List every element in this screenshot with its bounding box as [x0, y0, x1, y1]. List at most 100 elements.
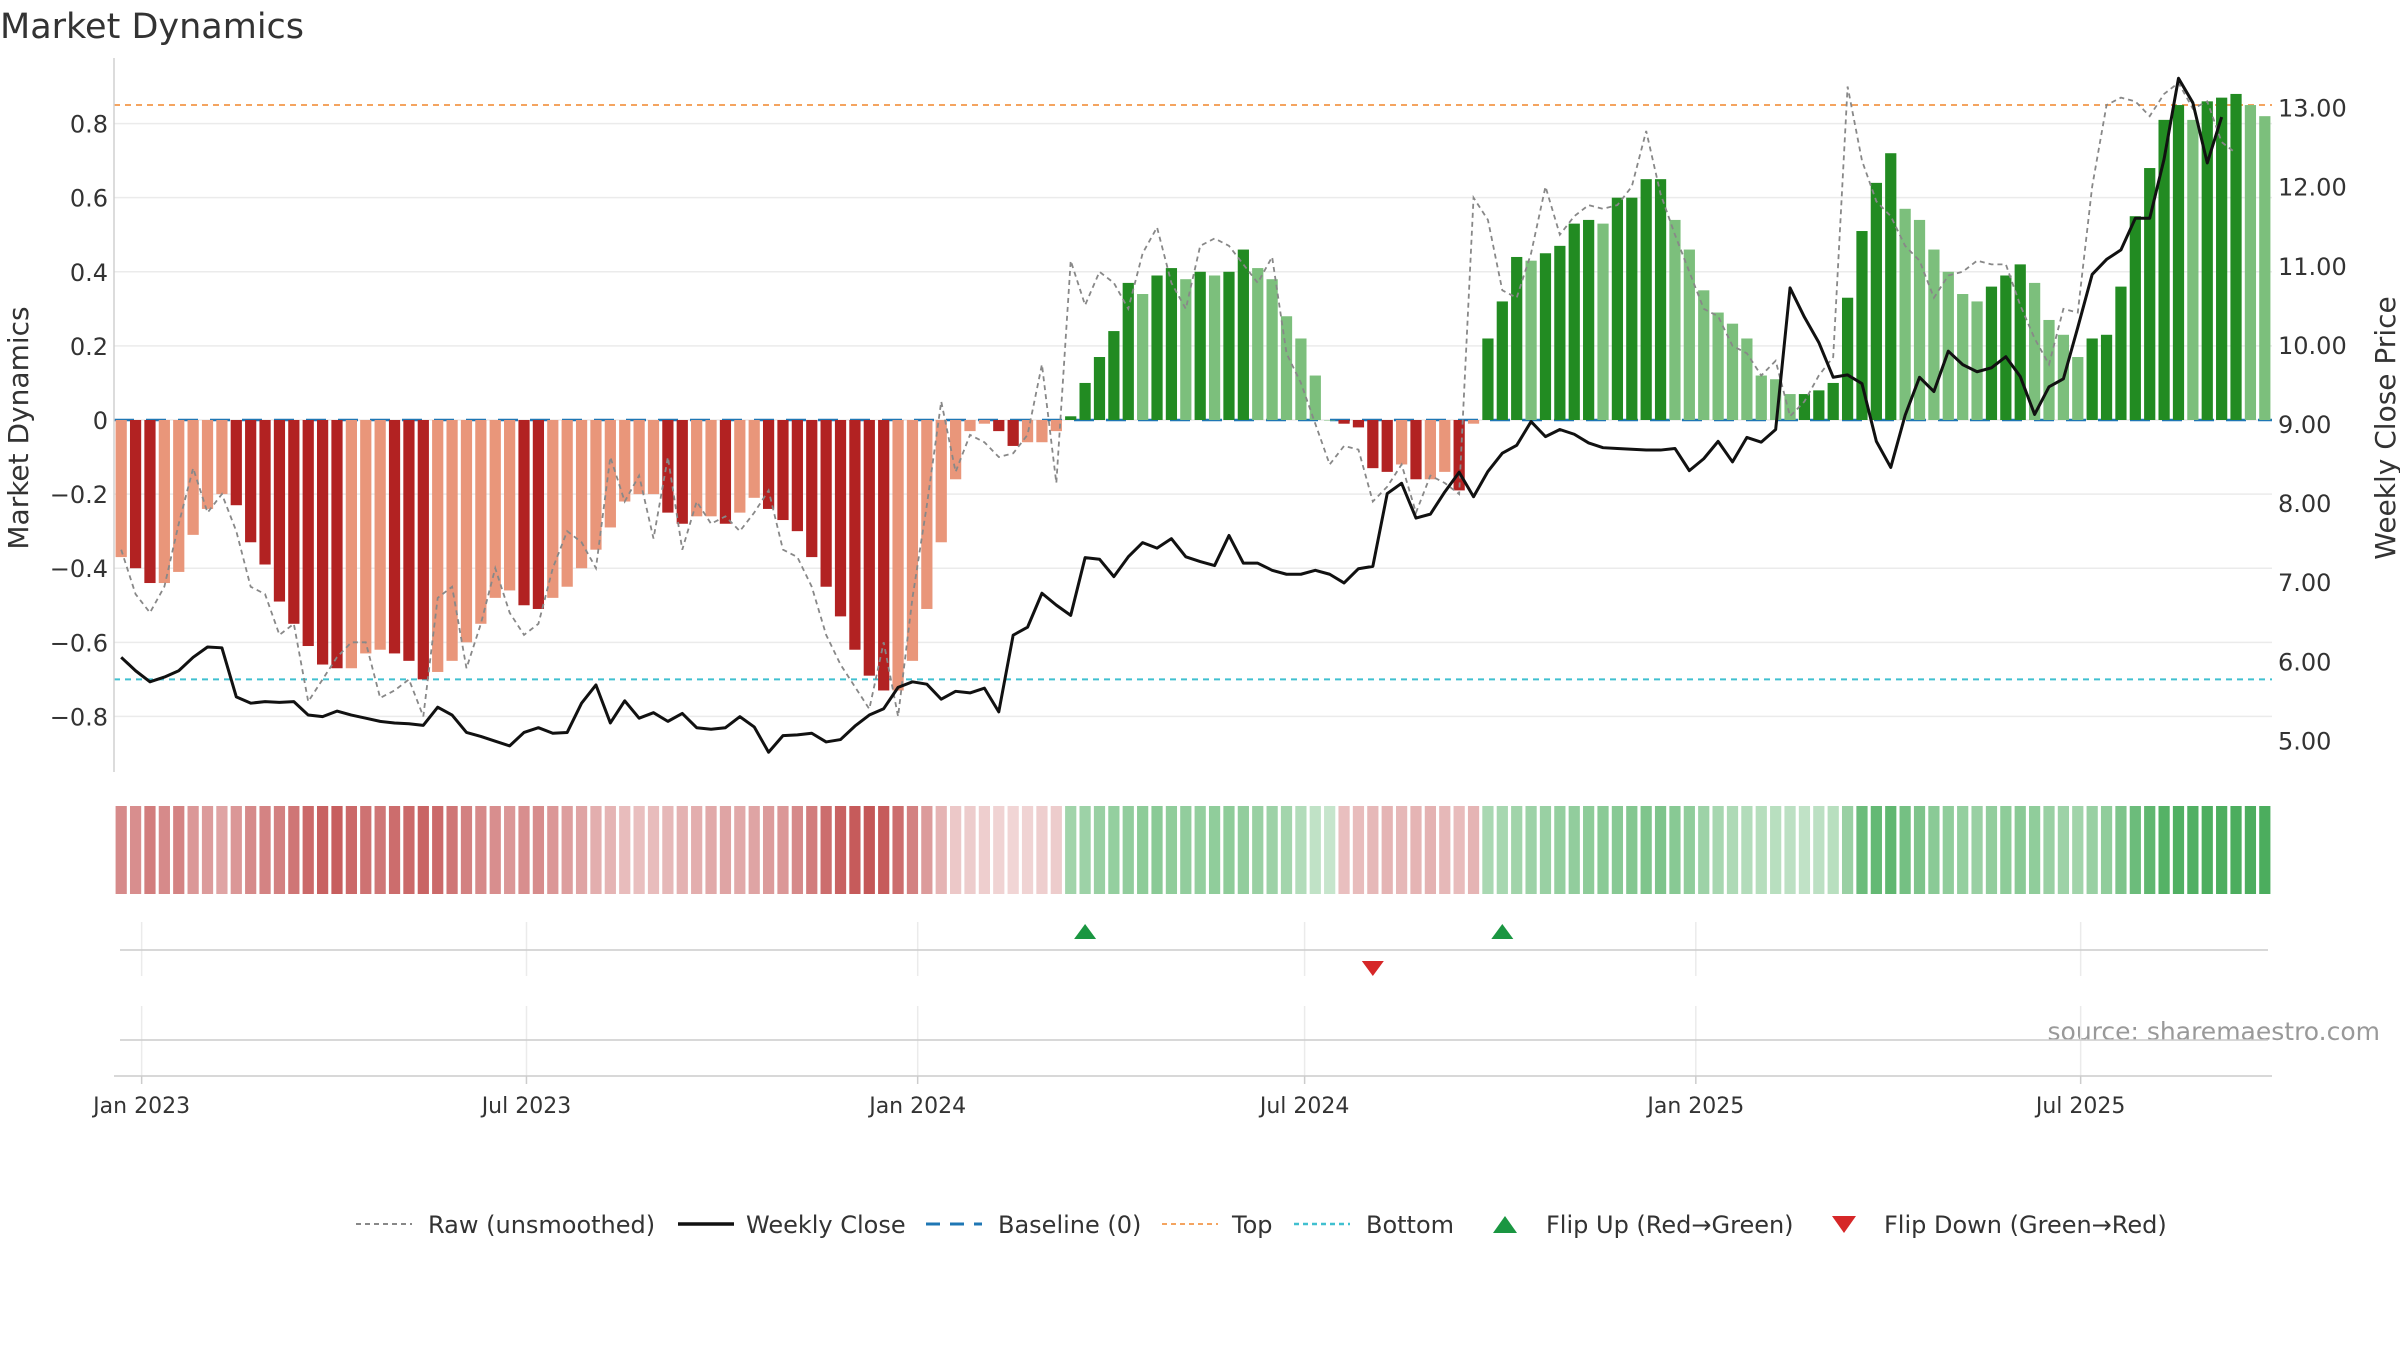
strength-cell [2158, 806, 2170, 894]
strength-cell [1295, 806, 1307, 894]
dynamics-bar [921, 420, 933, 609]
dynamics-bar [1381, 420, 1393, 472]
dynamics-bar [1324, 420, 1336, 421]
legend-label-baseline: Baseline (0) [998, 1211, 1141, 1239]
strength-cell [532, 806, 545, 894]
strength-cell [245, 806, 257, 894]
strength-cell [2000, 806, 2012, 894]
strength-cell [201, 806, 214, 894]
strength-cell [1698, 806, 1710, 894]
dynamics-bar [518, 420, 530, 606]
strength-cell [1266, 806, 1278, 894]
strength-cell [1525, 806, 1537, 894]
strength-cell [2129, 806, 2141, 894]
strength-cell [993, 806, 1005, 894]
dynamics-bar [201, 420, 214, 509]
strength-cell [1165, 806, 1178, 894]
x-axis: Jan 2023 Jul 2023 Jan 2024 Jul 2024 Jan 2025… [91, 1006, 2272, 1119]
y-tick-left: −0.8 [50, 703, 108, 731]
y-tick-right: 13.00 [2278, 95, 2347, 123]
dynamics-bar [1065, 416, 1077, 420]
strength-cell [288, 806, 300, 894]
strength-cell [1611, 806, 1624, 894]
strength-cell [1252, 806, 1264, 894]
dynamics-bar [2244, 105, 2257, 420]
strength-cell [1352, 806, 1365, 894]
dynamics-bar [950, 420, 962, 480]
dynamics-bar [1741, 338, 1753, 420]
strength-cell [964, 806, 976, 894]
strength-cell [518, 806, 530, 894]
strength-cell [273, 806, 286, 894]
strength-cell [1827, 806, 1839, 894]
dynamics-bar [662, 420, 674, 513]
dynamics-bar [604, 420, 616, 528]
reference-lines [114, 104, 2272, 681]
strength-cell [1065, 806, 1077, 894]
dynamics-bar [331, 420, 343, 669]
dynamics-bar [1496, 301, 1508, 420]
dynamics-bar [978, 420, 991, 424]
dynamics-bar [1928, 249, 1940, 420]
strength-cell [619, 806, 631, 894]
y-tick-right: 7.00 [2278, 569, 2331, 597]
dynamics-bar [849, 420, 861, 650]
dynamics-bar [820, 420, 832, 587]
strength-cell [1482, 806, 1494, 894]
strength-cell [1180, 806, 1192, 894]
strength-cell [1223, 806, 1235, 894]
strength-cell [129, 806, 142, 894]
strength-cell [403, 806, 415, 894]
legend-swatch-flip-up [1493, 1216, 1517, 1233]
dynamics-bar [1424, 420, 1436, 480]
dynamics-bar [1611, 197, 1624, 420]
y-tick-right: 9.00 [2278, 411, 2331, 439]
dynamics-bar [316, 420, 329, 665]
dynamics-bar [762, 420, 775, 509]
dynamics-bar [1784, 394, 1796, 420]
dynamics-bar [1683, 249, 1695, 420]
strength-cell [1108, 806, 1120, 894]
dynamics-bar [1525, 260, 1537, 420]
dynamics-bar [1482, 338, 1494, 420]
strength-cell [1439, 806, 1451, 894]
dynamics-bar [1827, 382, 1839, 420]
strength-cell [2057, 806, 2070, 894]
x-tick-label: Jul 2024 [1258, 1094, 1350, 1119]
strength-cell [1784, 806, 1796, 894]
dynamics-bar [1122, 282, 1134, 420]
dynamics-bar [2201, 101, 2213, 421]
dynamics-bar [1554, 245, 1566, 420]
market-dynamics-bars [115, 93, 2271, 691]
flip-up-marker [1491, 924, 1514, 939]
strength-cell [691, 806, 703, 894]
dynamics-bar [791, 420, 803, 532]
strength-cell [230, 806, 242, 894]
dynamics-bar [633, 420, 645, 495]
strength-cell [1741, 806, 1753, 894]
dynamics-bar [1539, 253, 1552, 420]
legend-swatch-flip-down [1832, 1216, 1856, 1233]
strength-cell [590, 806, 602, 894]
strength-cell [158, 806, 170, 894]
dynamics-bar [1640, 179, 1652, 420]
strength-cell [216, 806, 228, 894]
strength-cell [1496, 806, 1508, 894]
strength-cell [906, 806, 919, 894]
strength-cell [863, 806, 875, 894]
dynamics-bar [964, 420, 976, 432]
strength-cell [1654, 806, 1667, 894]
strength-cell [1755, 806, 1767, 894]
strength-cell [849, 806, 861, 894]
strength-cell [1050, 806, 1062, 894]
strength-cell [1568, 806, 1580, 894]
strength-cell [935, 806, 947, 894]
strength-cell [1913, 806, 1926, 894]
strength-cell [791, 806, 803, 894]
dynamics-bar [2230, 93, 2242, 421]
dynamics-bar [1971, 301, 1983, 420]
strength-cell [1583, 806, 1595, 894]
x-tick-label: Jan 2024 [867, 1094, 966, 1119]
dynamics-bar [1453, 420, 1465, 491]
dynamics-bar [1439, 420, 1451, 472]
